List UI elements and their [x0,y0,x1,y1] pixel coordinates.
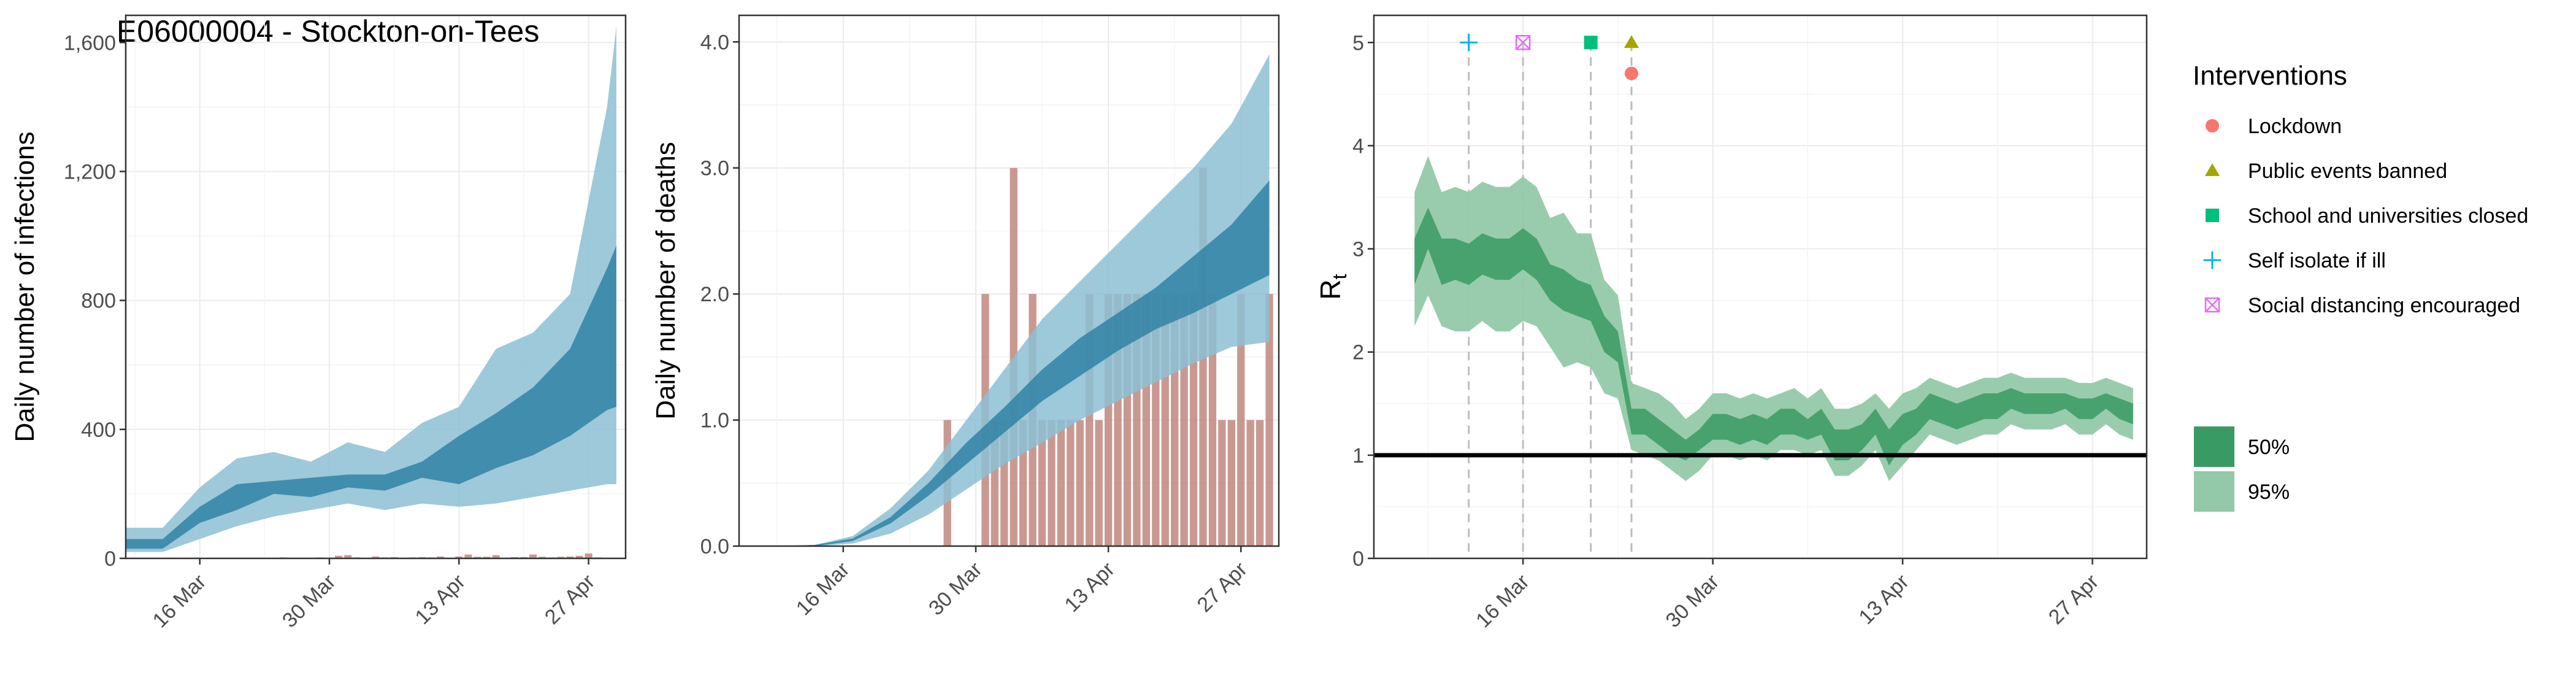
bar-infections [372,556,380,558]
y-axis-label: Daily number of infections [10,131,40,442]
y-tick-label: 4 [1352,134,1364,158]
bar-infections [539,557,546,558]
bar-infections [455,556,463,558]
bar-deaths [1067,420,1075,546]
marker-social_distancing-box [1515,35,1531,50]
legend-band-swatch [2194,426,2234,467]
y-tick-label: 4.0 [700,31,729,54]
bar-deaths [1227,420,1235,546]
bar-infections [335,555,343,558]
panel-frame [738,14,1280,547]
x-tick-label: 13 Apr [1854,570,1913,629]
bar-infections [464,554,472,558]
panel-frame [125,14,627,560]
panel-infections: 0 400 800 1,200 1,600 16 Mar 30 Mar 13 Apr 27 Ap… [10,14,627,633]
y-tick-label: 3 [1352,238,1364,261]
bar-infections [473,557,481,558]
bar-deaths [1237,294,1245,546]
y-tick-label: 1.0 [700,409,729,433]
y-tick-label: 1 [1352,444,1364,468]
legend-key-social_distancing [2204,297,2220,313]
legend-key-school [2206,209,2219,222]
y-tick-label: 0 [104,547,116,571]
marker-school [1584,36,1598,50]
bar-deaths [1246,420,1254,546]
legend-band-swatch [2194,471,2234,512]
x-tick-label: 13 Apr [411,570,470,629]
x-tick-label: 27 Apr [540,570,599,629]
bar-infections [585,553,592,558]
y-axis-label: Rt [1314,274,1351,299]
marker-self_isolate [1460,33,1478,52]
y-axis-label: Daily number of deaths [651,142,681,419]
panel-deaths: 0.0 1.0 2.0 3.0 4.0 16 Mar 30 Mar 13 Apr 27 Apr D… [651,14,1280,620]
y-tick-label: 2 [1352,341,1364,364]
legend-label: Social distancing encouraged [2248,294,2520,317]
x-tick-label: 30 Mar [924,558,987,620]
y-tick-label: 3.0 [700,157,729,180]
legend-key-self_isolate [2203,251,2221,269]
x-tick-label: 16 Mar [148,570,211,633]
y-tick-label: 1,200 [64,160,116,183]
bar-infections [557,557,565,558]
legend-key-social_distancing-box [2204,297,2220,313]
y-tick-label: 400 [81,418,116,442]
y-tick-label: 2.0 [700,283,729,306]
legend-label: Self isolate if ill [2248,249,2386,272]
bar-infections [492,555,500,558]
y-tick-label: 0 [1352,547,1364,571]
bar-deaths [1057,420,1065,546]
y-tick-label: 5 [1352,31,1364,55]
x-tick-label: 27 Apr [2044,570,2103,629]
legend-title: Interventions [2193,61,2347,91]
legend: Interventions Lockdown Public events banne… [2193,61,2528,512]
legend-band-label: 95% [2248,480,2290,504]
bar-deaths [1048,420,1056,546]
marker-lockdown [1625,66,1638,80]
band-50pct [126,245,616,549]
bar-deaths [1208,294,1217,546]
legend-key-public_events [2204,163,2220,176]
legend-key-lockdown [2206,119,2219,133]
x-tick-label: 30 Mar [1662,570,1724,633]
y-tick-label: 800 [81,290,116,313]
x-tick-label: 16 Mar [792,558,854,620]
panel-rt: 0 1 2 3 4 5 16 Mar 30 Mar 13 Apr 27 Apr Rt [1314,14,2148,633]
panel-frame [1373,14,2148,560]
legend-key-social_distancing-d2 [2205,298,2220,312]
legend-label: School and universities closed [2248,204,2528,228]
legend-band-label: 50% [2248,436,2290,459]
bar-infections [344,555,352,558]
legend-label: Public events banned [2248,160,2447,183]
y-axis-label-base: R [1314,279,1346,299]
bar-deaths [1218,420,1226,546]
y-tick-label: 0.0 [700,535,729,558]
bar-infections [437,556,445,558]
band-95pct [1414,156,2133,481]
bar-deaths [1265,294,1273,546]
x-tick-label: 13 Apr [1060,558,1119,617]
bar-deaths [1076,420,1084,546]
chart-title: E06000004 - Stockton-on-Tees [117,14,539,48]
bar-deaths [1255,420,1264,546]
x-tick-label: 30 Mar [278,570,340,633]
bar-deaths [1038,420,1046,546]
marker-social_distancing [1515,35,1531,50]
x-tick-label: 27 Apr [1193,558,1252,617]
x-tick-label: 16 Mar [1471,570,1534,633]
bar-infections [566,556,574,558]
y-axis-label-subscript: t [1328,274,1351,279]
bar-infections [575,555,583,558]
marker-social_distancing-d2 [1516,35,1531,50]
bar-infections [529,554,537,558]
bar-deaths [1095,420,1103,546]
legend-label: Lockdown [2248,115,2342,138]
y-tick-label: 1,600 [64,31,116,55]
marker-public_events [1623,35,1639,48]
bar-infections [483,557,491,558]
